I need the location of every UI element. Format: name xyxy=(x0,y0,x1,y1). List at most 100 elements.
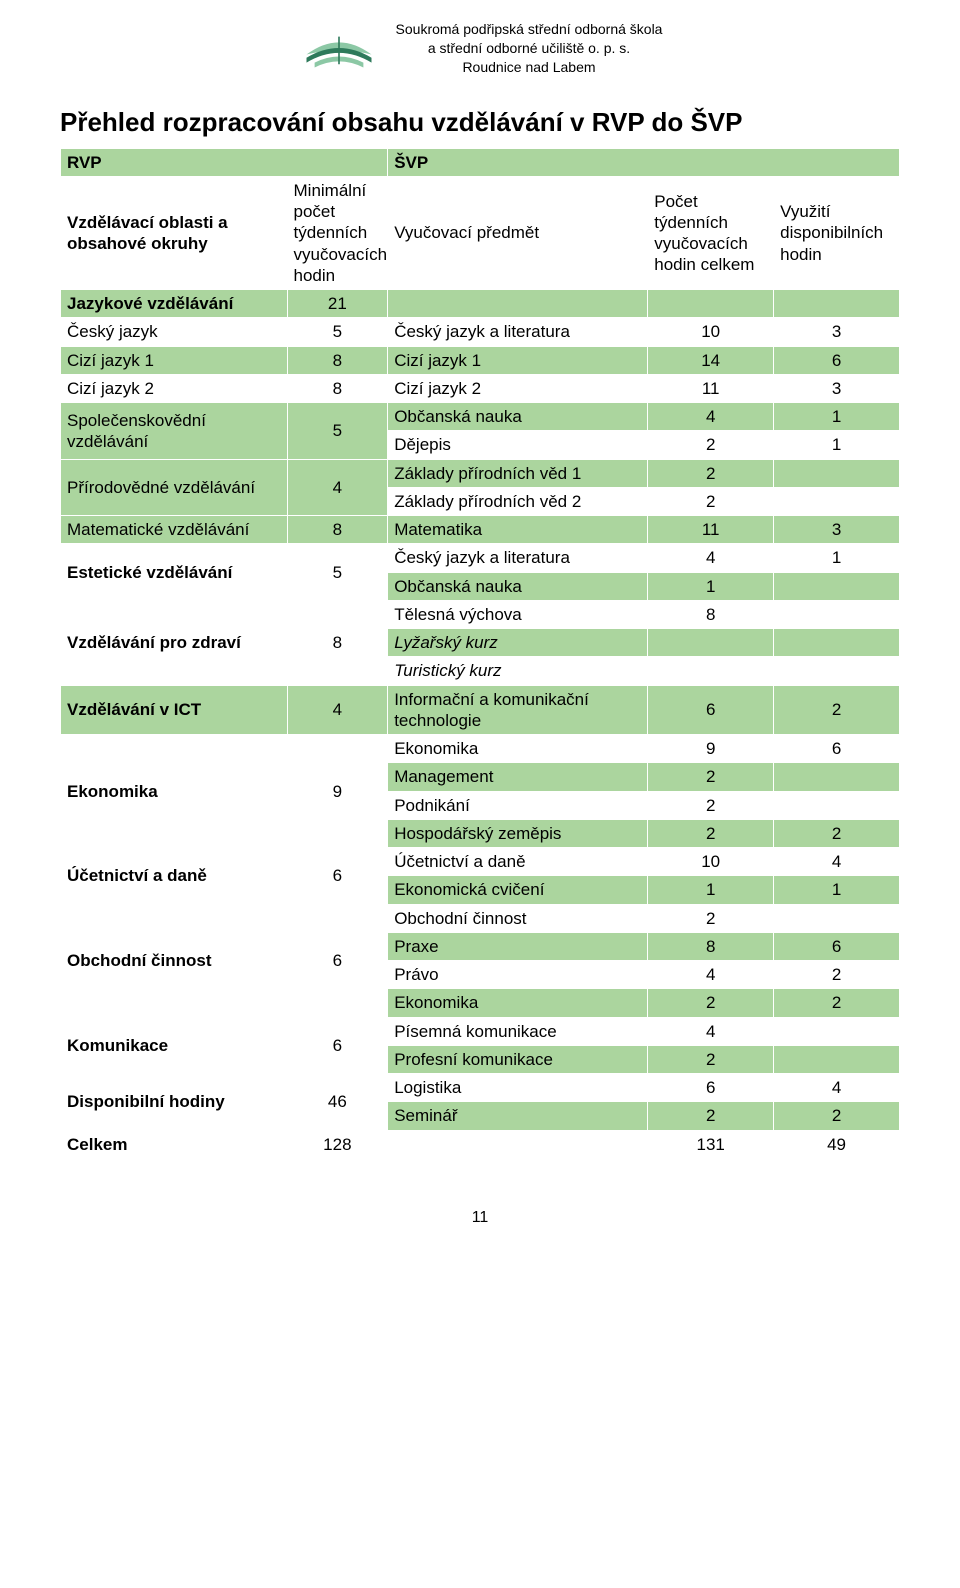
school-line2: a střední odborné učiliště o. p. s. xyxy=(396,39,663,58)
cell-area: Ekonomika xyxy=(61,735,288,848)
cell-use: 6 xyxy=(774,735,900,763)
cell-use xyxy=(774,657,900,685)
table-row: Celkem12813149 xyxy=(61,1130,900,1158)
cell-count: 11 xyxy=(648,516,774,544)
cell-use: 6 xyxy=(774,346,900,374)
cell-min: 5 xyxy=(287,544,388,601)
cell-use xyxy=(774,600,900,628)
cell-min: 4 xyxy=(287,459,388,516)
cell-area: Vzdělávání pro zdraví xyxy=(61,600,288,685)
cell-min: 6 xyxy=(287,1017,388,1074)
cell-min: 8 xyxy=(287,600,388,685)
table-row: Společenskovědní vzdělávání5Občanská nau… xyxy=(61,403,900,431)
cell-use: 1 xyxy=(774,403,900,431)
cell-count: 2 xyxy=(648,459,774,487)
cell-use xyxy=(774,487,900,515)
cell-area: Vzdělávání v ICT xyxy=(61,685,288,735)
cell-use xyxy=(774,1045,900,1073)
cell-count xyxy=(648,629,774,657)
cell-min: 21 xyxy=(287,290,388,318)
cell-use: 4 xyxy=(774,848,900,876)
cell-count: 10 xyxy=(648,318,774,346)
table-row: Přírodovědné vzdělávání4Základy přírodní… xyxy=(61,459,900,487)
cell-use: 6 xyxy=(774,932,900,960)
cell-use xyxy=(774,572,900,600)
cell-count: 4 xyxy=(648,961,774,989)
table-row: Estetické vzdělávání5Český jazyk a liter… xyxy=(61,544,900,572)
cell-min: 4 xyxy=(287,685,388,735)
cell-min: 8 xyxy=(287,516,388,544)
cell-subject: Logistika xyxy=(388,1074,648,1102)
cell-subject: Obchodní činnost xyxy=(388,904,648,932)
cell-area: Cizí jazyk 2 xyxy=(61,374,288,402)
cell-use: 2 xyxy=(774,819,900,847)
cell-use: 49 xyxy=(774,1130,900,1158)
table-row: Cizí jazyk 28Cizí jazyk 2113 xyxy=(61,374,900,402)
cell-count: 2 xyxy=(648,904,774,932)
cell-count: 8 xyxy=(648,932,774,960)
cell-min: 5 xyxy=(287,318,388,346)
header-count: Počet týdenních vyučovacích hodin celkem xyxy=(648,176,774,289)
header-area: Vzdělávací oblasti a obsahové okruhy xyxy=(61,176,288,289)
school-logo xyxy=(298,22,380,74)
cell-use xyxy=(774,629,900,657)
cell-use: 1 xyxy=(774,431,900,459)
cell-use: 4 xyxy=(774,1074,900,1102)
cell-use: 3 xyxy=(774,516,900,544)
header-subject: Vyučovací předmět xyxy=(388,176,648,289)
cell-count: 2 xyxy=(648,763,774,791)
cell-min: 9 xyxy=(287,735,388,848)
cell-count: 11 xyxy=(648,374,774,402)
cell-area: Jazykové vzdělávání xyxy=(61,290,288,318)
cell-subject: Ekonomika xyxy=(388,735,648,763)
table-row: Jazykové vzdělávání21 xyxy=(61,290,900,318)
cell-count: 1 xyxy=(648,876,774,904)
cell-subject: Občanská nauka xyxy=(388,572,648,600)
cell-min: 6 xyxy=(287,904,388,1017)
cell-count: 14 xyxy=(648,346,774,374)
page-number: 11 xyxy=(60,1209,900,1227)
page-header: Soukromá podřipská střední odborná škola… xyxy=(60,20,900,77)
cell-subject: Český jazyk a literatura xyxy=(388,318,648,346)
cell-subject: Dějepis xyxy=(388,431,648,459)
cell-subject: Profesní komunikace xyxy=(388,1045,648,1073)
cell-subject: Informační a komunikační technologie xyxy=(388,685,648,735)
header-svp: ŠVP xyxy=(388,148,900,176)
cell-count: 9 xyxy=(648,735,774,763)
cell-use xyxy=(774,904,900,932)
table-row: Cizí jazyk 18Cizí jazyk 1146 xyxy=(61,346,900,374)
table-row: Matematické vzdělávání8Matematika113 xyxy=(61,516,900,544)
cell-subject: Základy přírodních věd 1 xyxy=(388,459,648,487)
cell-count: 4 xyxy=(648,403,774,431)
cell-use: 2 xyxy=(774,961,900,989)
table-row: Vzdělávání v ICT4Informační a komunikačn… xyxy=(61,685,900,735)
cell-use xyxy=(774,1017,900,1045)
table-row: Ekonomika9Ekonomika96 xyxy=(61,735,900,763)
cell-area: Matematické vzdělávání xyxy=(61,516,288,544)
cell-area: Český jazyk xyxy=(61,318,288,346)
cell-count: 2 xyxy=(648,989,774,1017)
table-row: Vzdělávání pro zdraví8Tělesná výchova8 xyxy=(61,600,900,628)
cell-use: 1 xyxy=(774,544,900,572)
cell-subject: Písemná komunikace xyxy=(388,1017,648,1045)
table-row: Komunikace6Písemná komunikace4 xyxy=(61,1017,900,1045)
cell-count xyxy=(648,657,774,685)
cell-min: 46 xyxy=(287,1074,388,1131)
cell-use xyxy=(774,763,900,791)
cell-use xyxy=(774,459,900,487)
cell-area: Celkem xyxy=(61,1130,288,1158)
cell-subject: Turistický kurz xyxy=(388,657,648,685)
cell-use: 3 xyxy=(774,374,900,402)
cell-count: 4 xyxy=(648,1017,774,1045)
table-row: Disponibilní hodiny46Logistika64 xyxy=(61,1074,900,1102)
school-line3: Roudnice nad Labem xyxy=(396,58,663,77)
cell-use: 2 xyxy=(774,685,900,735)
cell-subject xyxy=(388,290,648,318)
cell-count xyxy=(648,290,774,318)
cell-area: Obchodní činnost xyxy=(61,904,288,1017)
cell-subject: Právo xyxy=(388,961,648,989)
cell-subject: Seminář xyxy=(388,1102,648,1130)
cell-count: 6 xyxy=(648,1074,774,1102)
cell-count: 2 xyxy=(648,1045,774,1073)
cell-subject xyxy=(388,1130,648,1158)
